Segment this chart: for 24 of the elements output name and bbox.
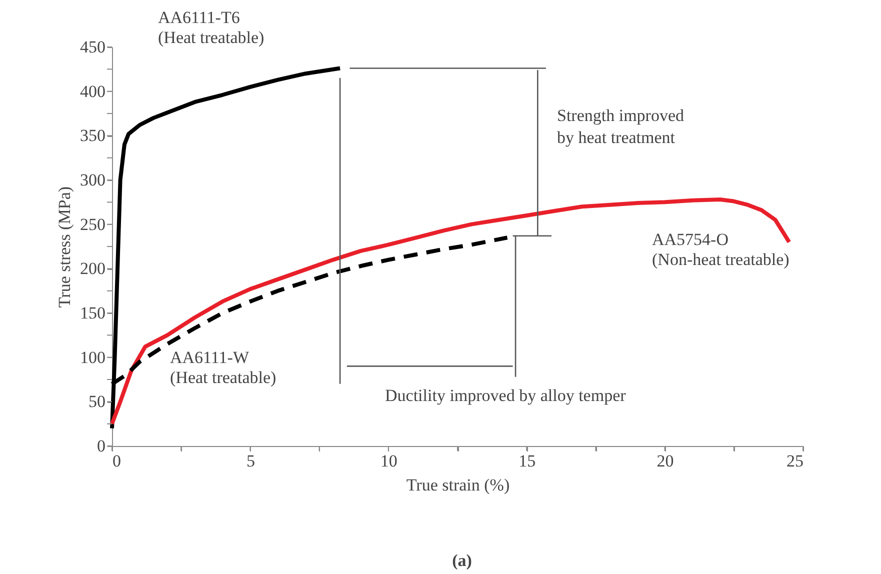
y-axis-title: True stress (MPa): [55, 186, 74, 308]
text: (a): [452, 551, 472, 570]
y-tick-label: 350: [80, 126, 106, 146]
text: AA6111-T6 (Heat treatable): [158, 8, 264, 47]
y-tick-label: 450: [80, 38, 106, 56]
y-tick-label: 400: [80, 82, 106, 101]
x-tick-label: 20: [656, 452, 674, 470]
annotation: Ductility improved by alloy temper: [385, 386, 626, 405]
series-label: AA6111-W (Heat treatable): [170, 348, 276, 387]
y-tick-label: 0: [97, 436, 106, 456]
x-tick-label: 15: [518, 452, 536, 470]
x-axis-title: True strain (%): [406, 476, 510, 494]
x-tick-label: 5: [246, 452, 255, 470]
annotation: Strength improved by heat treatment: [557, 106, 685, 147]
y-tick-label: 250: [80, 214, 106, 234]
x-tick-label: 0: [112, 452, 121, 470]
y-tick-label: 150: [80, 304, 106, 322]
y-tick-label: 200: [80, 259, 106, 278]
y-tick-label: 100: [80, 348, 106, 367]
y-tick-label: 300: [80, 170, 106, 190]
x-tick-label: 25: [786, 452, 804, 470]
series-label: AA5754-O (Non-heat treatable): [652, 230, 790, 269]
y-tick-label: 50: [88, 392, 106, 412]
x-tick-label: 10: [380, 452, 398, 470]
